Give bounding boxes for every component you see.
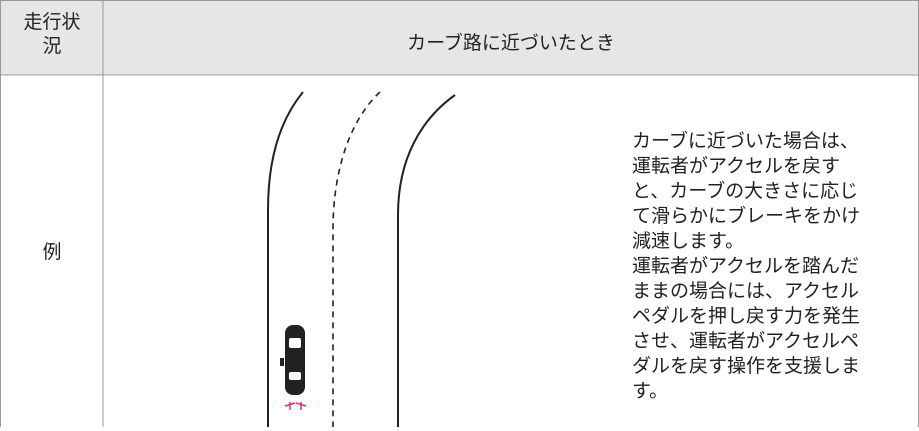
text-line: カーブに近づいた場合は、: [632, 129, 859, 152]
text-line: て滑らかにブレーキをかけ: [632, 204, 860, 227]
text-line: す。: [632, 380, 668, 402]
text-line: 運転者がアクセルを戻す: [632, 155, 840, 177]
text-line: 走行状: [23, 11, 80, 33]
text-line: ままの場合には、アクセル: [632, 280, 859, 302]
text-line: 運転者がアクセルを踏んだ: [632, 255, 859, 277]
description: カーブに近づいた場合は、運転者がアクセルを戻すと、カーブの大きさに応じて滑らかに…: [632, 129, 860, 402]
text-line: ダルを戻す操作を支援しま: [632, 355, 860, 377]
row-label: 例: [42, 241, 61, 263]
road-diagram: [267, 91, 456, 427]
text-line: 況: [42, 35, 61, 57]
header-bg: [0, 0, 919, 75]
text-line: させ、運転者がアクセルペ: [632, 330, 859, 352]
text-line: ペダルを押し戻す力を発生: [632, 305, 860, 327]
text-line: と、カーブの大きさに応じ: [632, 179, 858, 202]
text-line: 減速します。: [632, 230, 744, 252]
car-icon: [280, 325, 307, 410]
header-title: カーブ路に近づいたとき: [407, 31, 615, 54]
header-label: 走行状況: [23, 11, 80, 57]
